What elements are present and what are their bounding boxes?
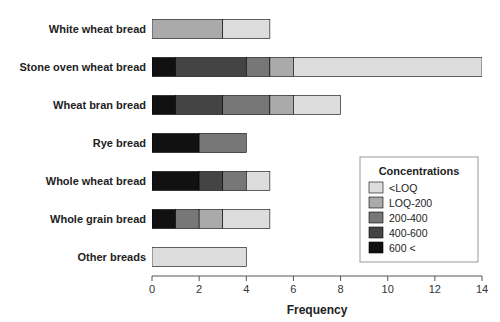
x-tick (293, 276, 294, 281)
legend-label: <LOQ (389, 182, 417, 194)
bar-segment (152, 96, 176, 115)
y-tick-label: Wheat bran bread (53, 99, 146, 111)
x-tick (340, 276, 341, 281)
x-axis-line (152, 276, 482, 277)
legend-swatch (369, 182, 383, 193)
legend-frame (360, 157, 478, 262)
legend-title: Concentrations (379, 165, 460, 177)
x-tick-label: 4 (243, 283, 249, 295)
legend-label: 200-400 (389, 212, 428, 224)
x-tick-label: 8 (338, 283, 344, 295)
x-tick-label: 12 (429, 283, 441, 295)
bar-segment (293, 58, 482, 77)
x-tick (199, 276, 200, 281)
bar-segment (223, 20, 270, 39)
legend-swatch (369, 212, 383, 223)
bar-segment (246, 134, 247, 153)
y-tick-label: Rye bread (93, 137, 146, 149)
bar-segment (152, 20, 223, 39)
bar-segment (223, 172, 247, 191)
bar-segment (199, 210, 223, 229)
x-tick (434, 276, 435, 281)
bar-segment (176, 96, 223, 115)
bar-segment (176, 210, 200, 229)
bar-segment (152, 134, 199, 153)
bar-segment (270, 96, 294, 115)
bar-segment (199, 134, 246, 153)
bar-segment (223, 96, 270, 115)
bar-segment (199, 172, 223, 191)
legend-label: 400-600 (389, 227, 428, 239)
bar-segment (176, 58, 247, 77)
x-tick-label: 6 (290, 283, 296, 295)
legend-label: 600 < (389, 242, 416, 254)
legend-swatch (369, 197, 383, 208)
bars (152, 20, 482, 267)
x-tick (482, 276, 483, 281)
x-tick (152, 276, 153, 281)
bar-segment (152, 172, 199, 191)
x-tick (246, 276, 247, 281)
bar-segment (223, 210, 270, 229)
bar-segment (152, 210, 176, 229)
x-tick-label: 10 (382, 283, 394, 295)
legend: Concentrations <LOQ LOQ-200 200-400 400-600 6… (360, 157, 478, 262)
bar-segment (246, 58, 270, 77)
legend-swatch (369, 242, 383, 253)
legend-label: LOQ-200 (389, 197, 432, 209)
y-tick-label: Stone oven wheat bread (19, 61, 146, 73)
y-tick-label: White wheat bread (49, 23, 146, 35)
bar-segment (293, 96, 340, 115)
x-tick-label: 0 (149, 283, 155, 295)
bar-segment (246, 172, 270, 191)
y-tick-label: Whole wheat bread (46, 175, 146, 187)
bar-segment (152, 58, 176, 77)
y-tick-label: Whole grain bread (50, 213, 146, 225)
bar-segment (246, 134, 247, 153)
x-tick-label: 2 (196, 283, 202, 295)
legend-swatch (369, 227, 383, 238)
x-axis-label: Frequency (287, 303, 348, 317)
chart: 0 2 4 6 8 10 12 14 Frequency Other breads Whole gr… (0, 0, 500, 322)
bar-segment (270, 58, 294, 77)
x-tick-label: 14 (476, 283, 488, 295)
bar-segment (152, 248, 246, 267)
x-axis: 0 2 4 6 8 10 12 14 (149, 276, 488, 295)
x-tick (387, 276, 388, 281)
y-tick-label: Other breads (78, 251, 146, 263)
